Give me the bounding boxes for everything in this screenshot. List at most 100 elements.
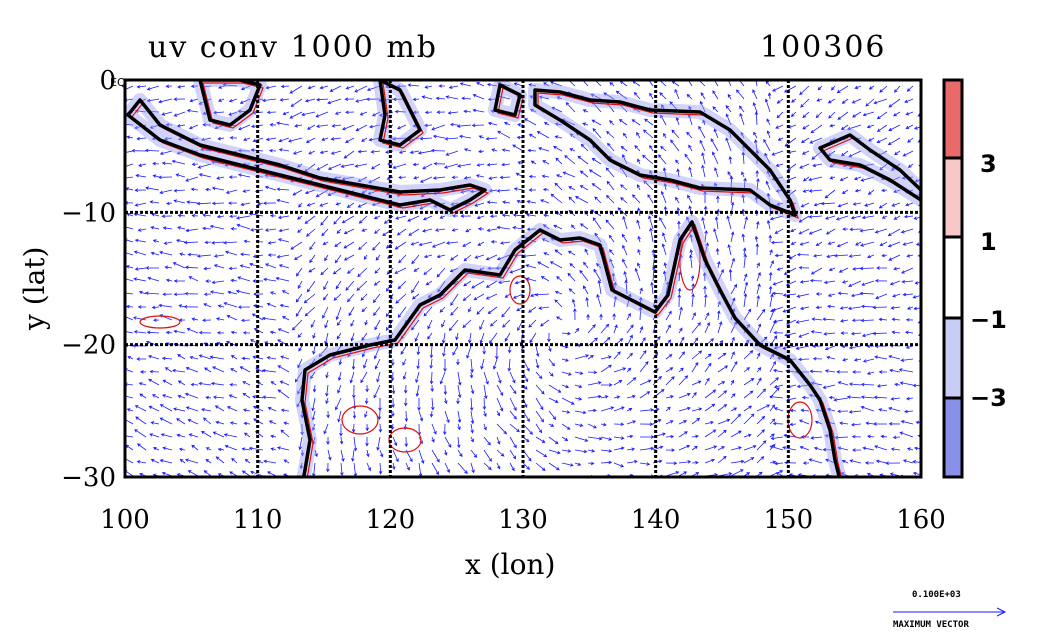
wind-vector [451,175,459,179]
wind-vector [229,421,238,425]
wind-vector [196,201,212,206]
wind-vector [829,123,836,128]
wind-vector [900,228,914,234]
wind-vector [802,176,810,182]
wind-vector [817,85,823,91]
wind-vector [791,98,797,103]
wind-vector [148,355,160,360]
wind-vector [87,445,94,450]
wind-vector [756,283,761,295]
wind-vector [327,98,342,105]
wind-vector [267,471,277,477]
wind-vector [899,381,914,386]
wind-vector [429,371,434,385]
wind-vector [451,214,459,218]
wind-vector [561,462,574,467]
wind-vector [277,389,290,399]
wind-vector [770,306,784,313]
wind-vector [568,288,576,295]
wind-vector [186,327,199,334]
wind-vector [626,377,637,386]
wind-vector [660,114,667,126]
wind-vector [569,133,576,139]
wind-vector [568,186,576,191]
wind-vector [554,249,563,256]
wind-vector [84,254,94,257]
wind-vector [461,96,472,101]
wind-vector [288,137,303,143]
wind-vector [184,392,199,399]
wind-vector [795,345,810,350]
wind-vector [86,369,94,372]
wind-vector [279,98,290,102]
wind-vector [522,371,529,383]
wind-vector [213,110,225,115]
wind-vector [444,137,459,141]
wind-vector [149,200,160,204]
wind-vector [109,138,120,143]
wind-vector [460,189,472,194]
wind-vector [799,163,810,169]
wind-vector [633,91,641,100]
wind-vector [848,345,862,350]
wind-vector [585,296,589,308]
wind-vector [701,216,706,230]
wind-vector [702,119,706,126]
wind-vector [730,231,735,243]
wind-vector [769,445,784,451]
wind-vector [125,444,134,451]
wind-vector [432,134,446,139]
wind-vector [754,235,759,243]
wind-vector [614,487,622,490]
wind-vector [125,418,134,425]
wind-vector [204,240,212,245]
wind-vector [353,436,358,452]
wind-vector [290,98,303,107]
wind-vector [812,356,823,361]
wind-vector [756,377,762,386]
wind-vector [162,446,173,451]
wind-vector [540,276,550,282]
wind-vector [728,155,733,165]
wind-vector [343,241,355,249]
wind-vector [574,384,583,389]
wind-vector [450,254,459,261]
wind-vector [301,111,316,117]
wind-vector [622,154,628,165]
wind-vector [343,150,355,159]
wind-vector [907,447,914,451]
wind-vector [523,489,533,496]
wind-vector [427,319,433,330]
wind-vector [106,239,120,242]
wind-vector [586,313,590,321]
wind-vector [350,332,355,342]
wind-vector [496,462,501,470]
wind-vector [398,254,407,264]
wind-vector [487,121,498,126]
wind-vector [237,276,251,282]
wind-vector [360,293,368,301]
wind-vector [110,404,120,411]
wind-vector [203,303,212,308]
wind-vector [556,276,563,282]
wind-vector [837,291,849,296]
wind-vector [149,433,160,438]
wind-vector [348,306,355,317]
wind-vector [134,238,147,243]
wind-vector [502,200,511,205]
wind-vector [837,446,849,451]
wind-vector [294,123,303,128]
wind-vector [394,109,407,114]
wind-vector [507,345,512,354]
wind-vector [712,151,719,165]
wind-vector [691,380,702,386]
wind-vector [439,215,446,219]
wind-vector [502,319,511,328]
wind-vector [904,330,914,335]
x-axis-ticks: 100 110 120 130 140 150 160 [100,505,946,535]
wind-vector [561,358,569,362]
wind-vector [663,132,667,139]
wind-vector [100,396,107,399]
wind-vector [412,162,420,167]
wind-vector [730,379,735,386]
